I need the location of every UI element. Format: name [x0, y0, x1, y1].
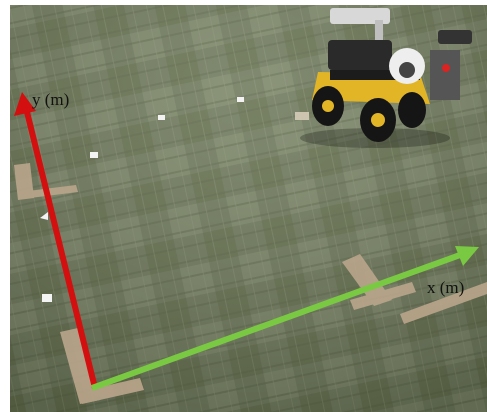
y-arrowhead — [14, 92, 36, 116]
paper-markers — [40, 97, 244, 302]
x-axis-label: x (m) — [427, 278, 464, 297]
robot — [300, 8, 472, 148]
tape-marks — [14, 112, 487, 404]
y-axis-arrow — [24, 111, 98, 389]
y-axis-label: y (m) — [32, 90, 69, 109]
x-axis-arrow — [90, 252, 462, 391]
x-arrowhead — [455, 246, 479, 266]
axes — [14, 92, 479, 391]
